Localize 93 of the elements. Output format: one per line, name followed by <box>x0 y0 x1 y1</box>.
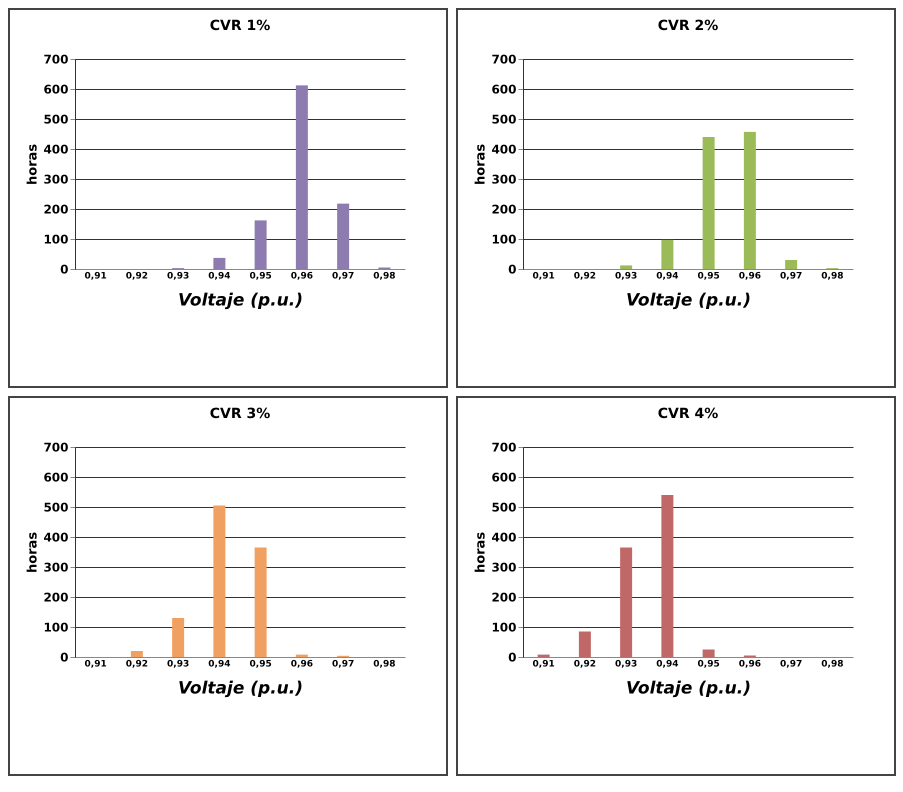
y-tick-label: 600 <box>491 82 516 96</box>
y-tick-label: 200 <box>43 202 68 216</box>
x-tick-label: 0,95 <box>698 272 720 282</box>
y-tick-label: 0 <box>508 650 516 664</box>
y-axis-title: horas <box>25 532 40 574</box>
y-tick-label: 0 <box>60 650 68 664</box>
y-tick-label: 100 <box>491 620 516 634</box>
x-axis-title: Voltaje (p.u.) <box>626 290 752 310</box>
y-tick-label: 700 <box>43 440 68 454</box>
y-tick-label: 500 <box>491 500 516 514</box>
x-tick-label: 0,93 <box>615 660 638 670</box>
x-tick-label: 0,97 <box>780 660 802 670</box>
x-tick-label: 0,97 <box>780 272 802 282</box>
x-tick-label: 0,98 <box>821 660 844 670</box>
x-tick-label: 0,95 <box>250 272 272 282</box>
x-tick-label: 0,91 <box>532 272 555 282</box>
x-tick-label: 0,91 <box>84 272 107 282</box>
chart-title: CVR 1% <box>210 18 270 34</box>
chart-title: CVR 3% <box>210 406 270 422</box>
y-tick-label: 500 <box>491 112 516 126</box>
bar <box>744 132 756 269</box>
bar <box>254 220 267 269</box>
chart-title: CVR 4% <box>658 406 718 422</box>
x-tick-label: 0,96 <box>738 272 761 282</box>
y-tick-label: 200 <box>491 590 516 604</box>
y-tick-label: 700 <box>491 52 516 66</box>
y-tick-label: 200 <box>43 590 68 604</box>
x-axis-title: Voltaje (p.u.) <box>626 678 752 698</box>
x-tick-label: 0,92 <box>574 272 596 282</box>
y-tick-label: 400 <box>491 142 516 156</box>
y-tick-label: 100 <box>491 232 516 246</box>
chart-title: CVR 2% <box>658 18 718 34</box>
y-tick-label: 500 <box>43 500 68 514</box>
x-tick-label: 0,93 <box>167 272 190 282</box>
y-tick-label: 600 <box>43 470 68 484</box>
x-axis-title: Voltaje (p.u.) <box>178 290 304 310</box>
y-tick-label: 200 <box>491 202 516 216</box>
y-tick-label: 600 <box>491 470 516 484</box>
y-tick-label: 400 <box>43 530 68 544</box>
y-tick-label: 300 <box>491 172 516 186</box>
x-tick-label: 0,93 <box>167 660 190 670</box>
bar <box>172 618 184 657</box>
x-tick-label: 0,92 <box>126 660 148 670</box>
bar <box>578 632 591 657</box>
bar <box>296 85 308 269</box>
x-tick-label: 0,94 <box>656 660 678 670</box>
y-axis-title: horas <box>25 144 40 186</box>
bar <box>661 495 674 657</box>
x-tick-label: 0,95 <box>250 660 272 670</box>
x-tick-label: 0,93 <box>615 272 638 282</box>
bar <box>785 260 798 269</box>
y-tick-label: 0 <box>508 262 516 276</box>
bar <box>661 240 674 269</box>
bar <box>130 651 143 657</box>
x-tick-label: 0,91 <box>532 660 555 670</box>
x-tick-label: 0,98 <box>373 660 396 670</box>
x-tick-label: 0,95 <box>698 660 720 670</box>
y-tick-label: 600 <box>43 82 68 96</box>
bar <box>337 204 350 269</box>
y-tick-label: 700 <box>43 52 68 66</box>
x-tick-label: 0,96 <box>290 272 313 282</box>
y-tick-label: 300 <box>43 172 68 186</box>
x-tick-label: 0,92 <box>574 660 596 670</box>
bar <box>213 258 226 269</box>
x-tick-label: 0,98 <box>821 272 844 282</box>
bar <box>213 506 226 657</box>
y-axis-title: horas <box>473 144 488 186</box>
y-tick-label: 300 <box>43 560 68 574</box>
y-axis-title: horas <box>473 532 488 574</box>
x-tick-label: 0,94 <box>208 660 230 670</box>
x-axis-title: Voltaje (p.u.) <box>178 678 304 698</box>
y-tick-label: 300 <box>491 560 516 574</box>
x-tick-label: 0,91 <box>84 660 107 670</box>
y-tick-label: 400 <box>43 142 68 156</box>
bar <box>254 548 267 657</box>
bar <box>702 650 715 657</box>
y-tick-label: 500 <box>43 112 68 126</box>
x-tick-label: 0,96 <box>290 660 313 670</box>
y-tick-label: 100 <box>43 620 68 634</box>
bar <box>620 265 632 269</box>
x-tick-label: 0,96 <box>738 660 761 670</box>
y-tick-label: 400 <box>491 530 516 544</box>
bar <box>620 548 632 657</box>
x-tick-label: 0,94 <box>656 272 678 282</box>
y-tick-label: 0 <box>60 262 68 276</box>
x-tick-label: 0,98 <box>373 272 396 282</box>
bar <box>702 137 715 269</box>
x-tick-label: 0,94 <box>208 272 230 282</box>
y-tick-label: 700 <box>491 440 516 454</box>
x-tick-label: 0,97 <box>332 660 354 670</box>
x-tick-label: 0,97 <box>332 272 354 282</box>
y-tick-label: 100 <box>43 232 68 246</box>
x-tick-label: 0,92 <box>126 272 148 282</box>
